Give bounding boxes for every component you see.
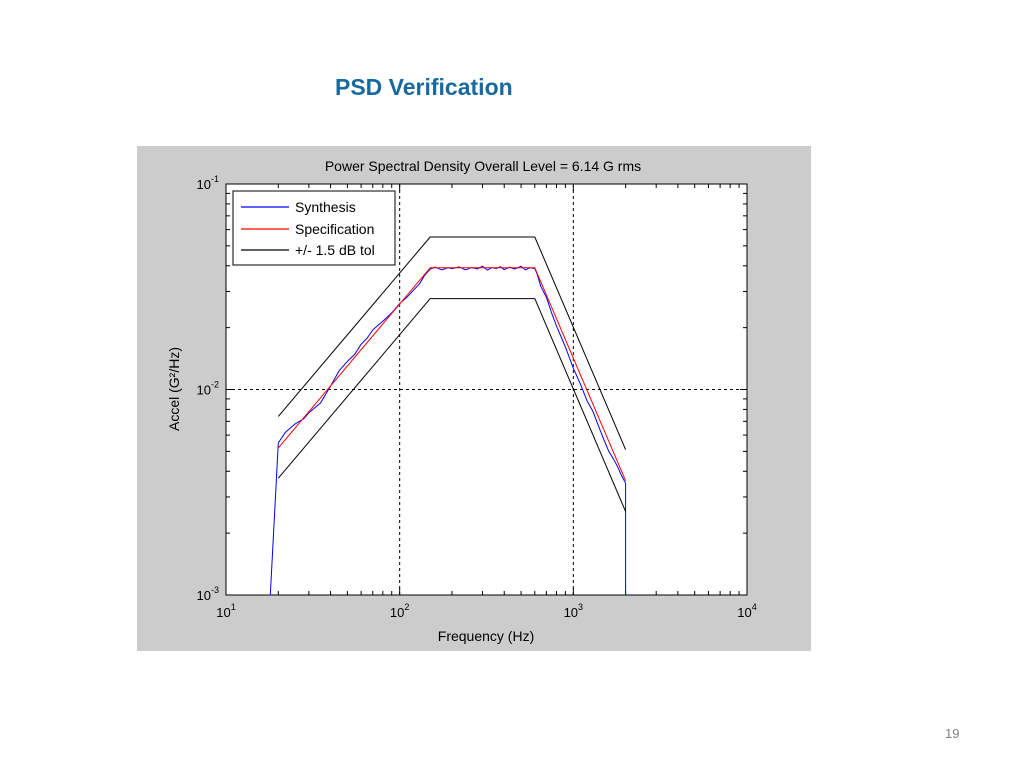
x-tick-label: 103 — [564, 602, 583, 620]
legend-label-specification: Specification — [295, 221, 374, 237]
x-tick-label: 101 — [216, 602, 235, 620]
x-tick-label: 102 — [390, 602, 409, 620]
legend-box — [232, 190, 396, 266]
legend-label-synthesis: Synthesis — [295, 199, 356, 215]
series-line-specification — [277, 267, 627, 481]
figure-panel: Power Spectral Density Overall Level = 6… — [137, 146, 811, 651]
chart-title: Power Spectral Density Overall Level = 6… — [325, 158, 641, 174]
y-tick-label: 10-2 — [197, 380, 219, 398]
minor-ticks — [225, 183, 748, 596]
y-axis-label: Accel (G²/Hz) — [166, 347, 182, 431]
page-number: 19 — [945, 726, 960, 741]
psd-chart: Power Spectral Density Overall Level = 6… — [166, 158, 757, 644]
x-tick-label: 104 — [737, 602, 756, 620]
y-tick-label: 10-1 — [197, 174, 219, 192]
legend-label-tolerance: +/- 1.5 dB tol — [295, 242, 375, 258]
series-line-1-5-db-tol — [277, 298, 627, 512]
y-tick-label: 10-3 — [197, 585, 219, 603]
x-axis-label: Frequency (Hz) — [438, 628, 534, 644]
series-lines — [269, 236, 627, 596]
series-line-1-5-db-tol — [277, 236, 627, 450]
slide-title: PSD Verification — [335, 74, 513, 100]
legend: Synthesis Specification +/- 1.5 dB tol — [232, 190, 396, 266]
tick-labels: 101 102 103 104 10-3 10-2 10-1 — [197, 174, 757, 620]
